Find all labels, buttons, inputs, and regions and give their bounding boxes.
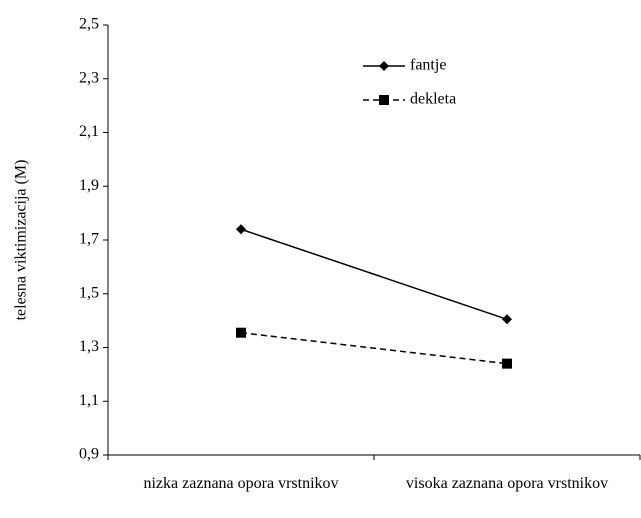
y-tick-label: 2,3	[79, 69, 99, 86]
marker	[379, 61, 389, 71]
marker	[502, 358, 512, 369]
y-tick-label: 2,1	[79, 123, 99, 140]
marker	[379, 95, 389, 105]
legend-label: fantje	[410, 57, 446, 74]
y-tick-label: 1,3	[79, 338, 99, 355]
y-tick-label: 1,5	[79, 284, 99, 301]
y-tick-label: 2,5	[79, 16, 99, 33]
marker	[502, 314, 512, 325]
x-tick-label: visoka zaznana opora vrstnikov	[405, 475, 609, 492]
marker	[236, 224, 246, 235]
series-line	[240, 228, 508, 320]
x-tick-label: nizka zaznana opora vrstnikov	[143, 475, 339, 492]
y-tick-label: 1,1	[79, 392, 99, 409]
series-line	[240, 331, 508, 365]
y-tick-label: 1,7	[79, 231, 99, 248]
y-axis-label: telesna viktimizacija (M)	[13, 160, 30, 321]
legend-label: dekleta	[410, 91, 456, 108]
marker	[236, 327, 246, 338]
y-tick-label: 1,9	[79, 177, 99, 194]
y-tick-label: 0,9	[79, 446, 99, 463]
